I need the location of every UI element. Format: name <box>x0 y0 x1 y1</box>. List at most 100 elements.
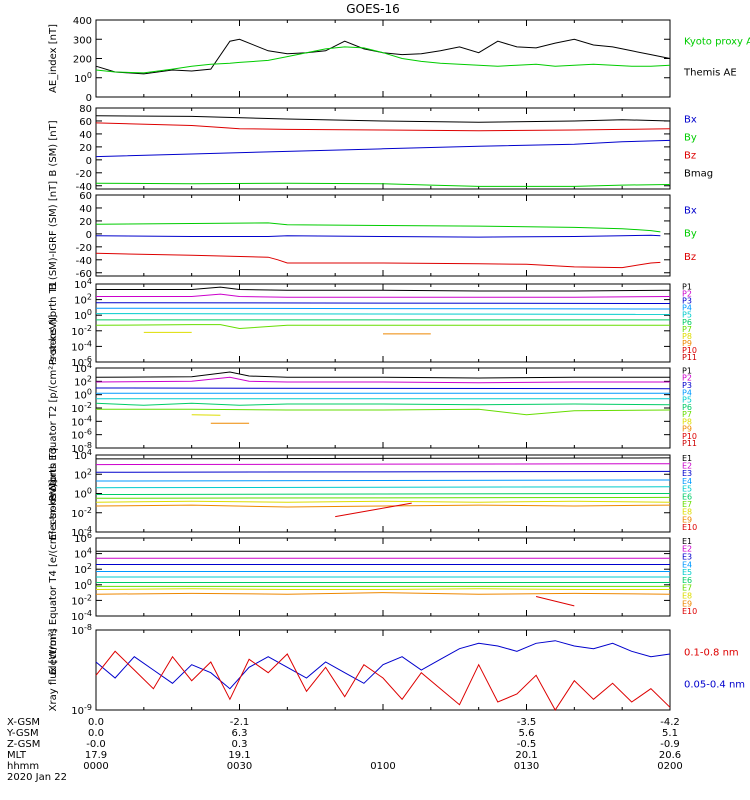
legend-entry: P4 <box>682 304 692 313</box>
y-axis-label: Protons North T1 <box>48 281 59 365</box>
footer-value: -0.9 <box>660 739 680 750</box>
y-tick-label: 10-2 <box>71 401 92 415</box>
footer-value: 5.1 <box>662 728 678 739</box>
footer-value: 0100 <box>370 761 395 772</box>
y-tick-label: 10-2 <box>71 593 92 607</box>
legend-entry: P4 <box>682 388 692 397</box>
panel-frame <box>95 367 671 449</box>
panel-ae: 0 100 200 300 400 AE_index [nT] Kyoto proxy AE… <box>48 16 750 104</box>
series-line-e10 <box>335 502 412 518</box>
legend-entry: P6 <box>682 403 692 412</box>
y-tick-label: 0 <box>86 230 92 241</box>
series-line-by <box>95 222 661 233</box>
y-tick-label: 200 <box>73 55 92 66</box>
y-tick-label: 102 <box>74 562 92 576</box>
series-line-e5 <box>95 486 671 489</box>
y-tick-label: 40 <box>79 204 92 215</box>
legend-entry: E6 <box>682 576 692 585</box>
series-line-p7 <box>96 408 671 416</box>
legend-entry: Bx <box>684 114 697 125</box>
footer-value: 0200 <box>657 761 682 772</box>
legend-entry: P11 <box>682 439 697 448</box>
footer-value: -2.1 <box>230 717 250 728</box>
legend-entry: E4 <box>682 477 692 486</box>
panel-frame <box>95 629 671 711</box>
legend-entry: E6 <box>682 492 692 501</box>
y-tick-label: -20 <box>76 169 92 180</box>
y-tick-label: 102 <box>74 467 92 481</box>
legend-entry: P9 <box>682 339 692 348</box>
legend-entry: P8 <box>682 417 692 426</box>
y-tick-label: 10-6 <box>71 355 92 369</box>
footer-value: -0.5 <box>517 739 537 750</box>
y-axis-label: Protons Equator T2 [p/(cm²-s-sr-keV)] <box>48 315 59 502</box>
y-tick-label: 102 <box>74 374 92 388</box>
legend-entry: P5 <box>682 396 692 405</box>
series-line-p6 <box>95 402 671 406</box>
footer-value: 20.1 <box>515 750 537 761</box>
legend-entry: P7 <box>682 410 692 419</box>
y-tick-label: 100 <box>74 71 92 85</box>
legend-entry: P8 <box>682 332 692 341</box>
legend-entry: E2 <box>682 461 692 470</box>
legend-entry: P6 <box>682 318 692 327</box>
footer-value: 0.0 <box>88 717 104 728</box>
footer-value: 0.0 <box>88 728 104 739</box>
y-axis-label: Xray flux [W/m²] <box>48 629 59 712</box>
footer-row-label: Z-GSM <box>7 739 40 750</box>
legend-entry: By <box>684 229 697 240</box>
y-tick-label: 100 <box>74 578 92 592</box>
series-line-by <box>95 182 671 187</box>
y-tick-label: 300 <box>73 35 92 46</box>
legend-entry: 0.1-0.8 nm <box>684 648 739 659</box>
y-axis-label: Electrons North T3 <box>48 447 59 540</box>
series-line-p7 <box>95 324 670 330</box>
footer-value: 0.3 <box>232 739 248 750</box>
legend-entry: E5 <box>682 568 692 577</box>
y-tick-label: 104 <box>74 277 92 291</box>
series-line-p2 <box>96 293 671 298</box>
legend-entry: P11 <box>682 353 697 362</box>
series-line-themis-ae <box>95 38 671 75</box>
footer-value: -4.2 <box>660 717 680 728</box>
series-line-p5 <box>95 313 671 315</box>
legend-entry: Bx <box>684 206 697 217</box>
series-line-e4 <box>95 479 671 482</box>
y-tick-label: 80 <box>79 104 92 115</box>
footer-value: 0030 <box>227 761 252 772</box>
legend-entry: E7 <box>682 584 692 593</box>
legend-entry: P2 <box>682 289 692 298</box>
y-axis-label: AE_index [nT] <box>48 24 59 93</box>
y-tick-label: 100 <box>74 308 92 322</box>
series-line-e9 <box>95 504 671 508</box>
legend-entry: Bz <box>684 252 696 263</box>
series-line-p3 <box>95 387 671 390</box>
y-tick-label: 104 <box>74 547 92 561</box>
panel-bigrf: -60 -40 -20 0 20 40 60 B (SM)-IGRF (SM) [nT] Bx B… <box>48 181 697 290</box>
y-tick-label: 0 <box>86 93 92 104</box>
y-tick-label: 104 <box>74 361 92 375</box>
series-line-0-05-0-4-nm <box>95 640 671 690</box>
y-tick-label: 10-6 <box>71 428 92 442</box>
y-axis-label: Electrons Equator T4 [e/(cm²-s-sr-keV)] <box>48 479 59 674</box>
y-tick-label: 10-8 <box>71 623 92 637</box>
legend-entry: E4 <box>682 560 692 569</box>
series-line-e2 <box>95 463 671 466</box>
legend-entry: P3 <box>682 297 692 306</box>
series-line-bmag <box>95 115 671 123</box>
legend-entry: P10 <box>682 346 697 355</box>
legend-entry: E9 <box>682 599 692 608</box>
legend-entry: 0.05-0.4 nm <box>684 680 745 691</box>
legend-entry: E10 <box>682 607 697 616</box>
legend-entry: E1 <box>682 454 692 463</box>
footer-value: 20.6 <box>659 750 681 761</box>
y-tick-label: -40 <box>76 256 92 267</box>
series-line-bz <box>95 122 671 132</box>
legend-entry: P10 <box>682 432 697 441</box>
plot-title: GOES-16 <box>346 2 400 16</box>
legend-entry: P2 <box>682 374 692 383</box>
